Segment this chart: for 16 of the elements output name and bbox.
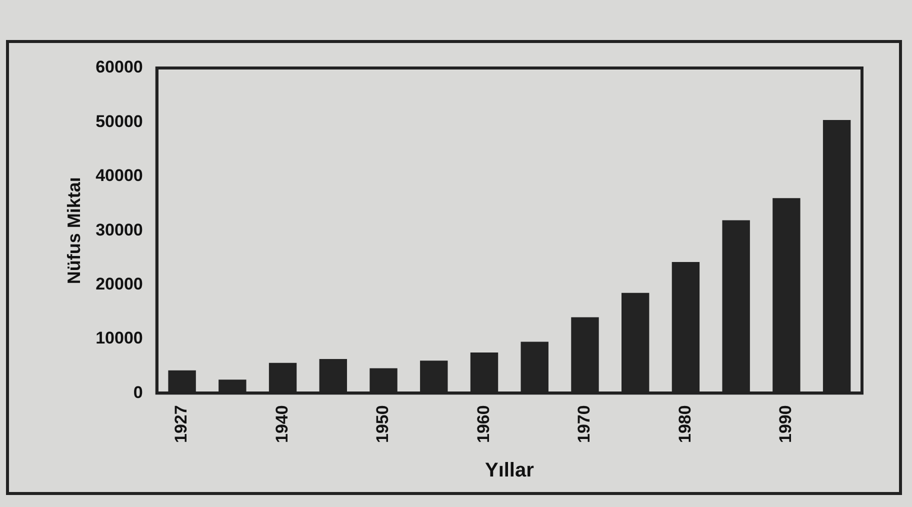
y-tick-label: 40000 — [96, 166, 143, 186]
y-tick-label: 20000 — [96, 274, 143, 294]
x-tick-label: 1970 — [574, 405, 594, 444]
y-tick-label: 10000 — [96, 328, 143, 348]
x-tick-label: 1960 — [474, 405, 493, 444]
y-tick-label: 30000 — [96, 220, 143, 240]
x-tick-label: 1940 — [272, 405, 292, 444]
x-tick-label: 1980 — [675, 405, 694, 444]
y-tick-label: 60000 — [96, 58, 143, 77]
y-axis-title: Nüfus Miktaı — [64, 177, 84, 284]
x-tick-label: 1990 — [776, 405, 796, 444]
y-tick-label: 50000 — [96, 112, 143, 131]
x-axis-title: Yıllar — [484, 460, 534, 482]
y-tick-label: 0 — [133, 382, 143, 402]
x-tick-label: 1950 — [373, 405, 392, 444]
x-tick-label: 1927 — [172, 405, 191, 444]
